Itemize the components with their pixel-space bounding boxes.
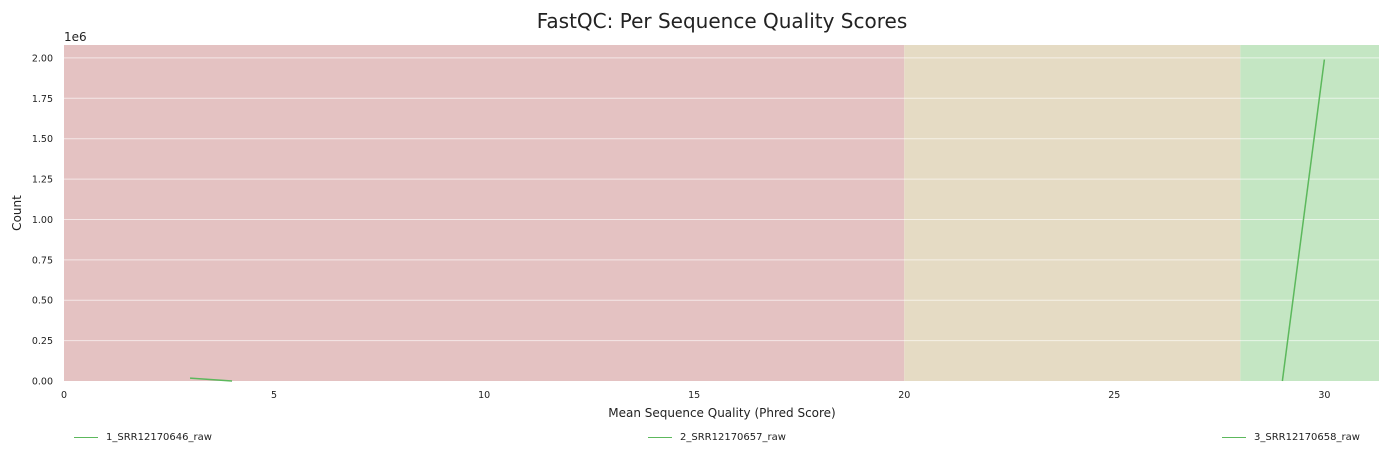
series-lines bbox=[189, 59, 1326, 382]
x-tick-label: 5 bbox=[271, 390, 277, 401]
y-scale-label: 1e6 bbox=[64, 30, 87, 44]
quality-band-3 bbox=[1240, 45, 1379, 381]
y-tick-label: 2.00 bbox=[32, 53, 53, 64]
x-tick-label: 0 bbox=[61, 390, 67, 401]
legend-label: 1_SRR12170646_raw bbox=[106, 432, 212, 443]
y-tick-label: 1.25 bbox=[32, 175, 53, 186]
y-tick-label: 1.75 bbox=[32, 94, 53, 105]
y-tick-label: 0.75 bbox=[32, 255, 53, 266]
quality-band-1 bbox=[64, 45, 905, 381]
y-axis-label: Count bbox=[10, 195, 24, 231]
x-tick-label: 10 bbox=[478, 390, 490, 401]
legend-item-3[interactable]: 3_SRR12170658_raw bbox=[1222, 432, 1360, 443]
legend-swatch bbox=[1222, 437, 1246, 438]
y-axis-ticks: 0.00 0.25 0.50 0.75 1.00 1.25 1.50 1.75 2.00 bbox=[32, 53, 53, 387]
y-tick-label: 0.50 bbox=[32, 296, 53, 307]
legend-item-2[interactable]: 2_SRR12170657_raw bbox=[648, 432, 786, 443]
x-tick-label: 15 bbox=[688, 390, 700, 401]
legend-swatch bbox=[648, 437, 672, 438]
legend-label: 2_SRR12170657_raw bbox=[680, 432, 786, 443]
legend-swatch bbox=[74, 437, 98, 438]
legend-item-1[interactable]: 1_SRR12170646_raw bbox=[74, 432, 212, 443]
y-tick-label: 0.25 bbox=[32, 336, 53, 347]
quality-band-2 bbox=[904, 45, 1241, 381]
y-tick-label: 1.50 bbox=[32, 134, 53, 145]
grid-lines bbox=[64, 57, 1379, 342]
y-tick-label: 1.00 bbox=[32, 215, 53, 226]
x-tick-label: 25 bbox=[1108, 390, 1120, 401]
x-tick-label: 20 bbox=[898, 390, 910, 401]
y-tick-label: 0.00 bbox=[32, 377, 53, 388]
x-axis-ticks: 0 5 10 15 20 25 30 bbox=[61, 390, 1330, 401]
legend-label: 3_SRR12170658_raw bbox=[1254, 432, 1360, 443]
x-axis-label: Mean Sequence Quality (Phred Score) bbox=[608, 406, 836, 420]
x-tick-label: 30 bbox=[1318, 390, 1330, 401]
series-line-1 bbox=[189, 377, 233, 382]
series-line-3 bbox=[1281, 59, 1326, 382]
quality-bands bbox=[64, 45, 1379, 381]
chart-title: FastQC: Per Sequence Quality Scores bbox=[537, 9, 908, 33]
